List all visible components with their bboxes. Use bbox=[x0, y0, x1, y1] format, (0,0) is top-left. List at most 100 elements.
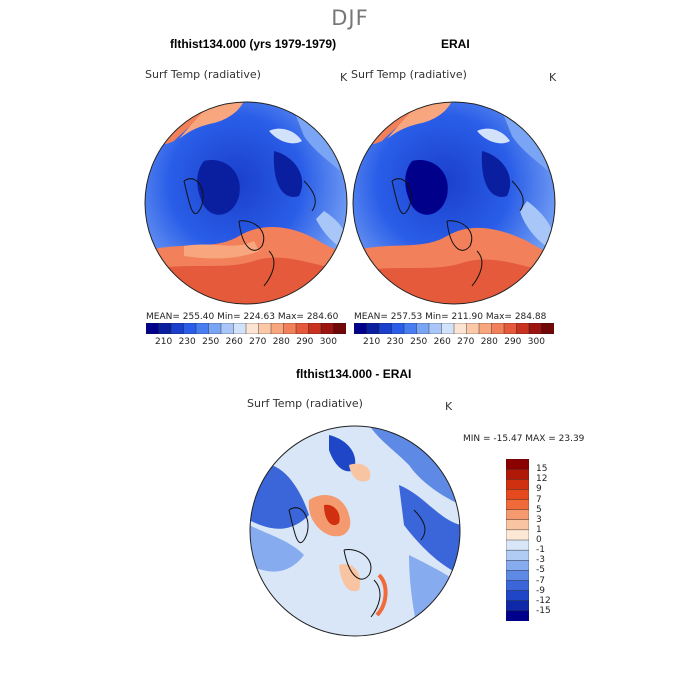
colorbar-swatch bbox=[506, 539, 529, 551]
colorbar-swatch bbox=[506, 549, 529, 561]
obs-stats: MEAN= 257.53 Min= 211.90 Max= 284.88 bbox=[354, 312, 547, 322]
colorbar-swatch bbox=[233, 323, 247, 334]
colorbar-swatch bbox=[506, 489, 529, 501]
colorbar-swatch bbox=[245, 323, 260, 334]
colorbar-swatch bbox=[491, 323, 505, 334]
obs-variable-label: Surf Temp (radiative) bbox=[351, 68, 467, 81]
colorbar-tick-label: 290 bbox=[504, 337, 522, 347]
colorbar-tick-label: 0 bbox=[536, 535, 542, 545]
colorbar-tick-label: 1 bbox=[536, 524, 542, 535]
colorbar-swatch bbox=[403, 323, 418, 334]
colorbar-tick-label: 230 bbox=[386, 337, 404, 347]
diff-variable-label: Surf Temp (radiative) bbox=[247, 397, 363, 410]
colorbar-tick-label: 300 bbox=[319, 337, 337, 347]
model-colorbar bbox=[146, 323, 346, 334]
colorbar-swatch bbox=[506, 459, 529, 470]
colorbar-swatch bbox=[506, 499, 529, 511]
colorbar-tick-label: -1 bbox=[536, 545, 545, 556]
colorbar-tick-label: -9 bbox=[536, 585, 545, 596]
diff-stats: MIN = -15.47 MAX = 23.39 bbox=[463, 434, 585, 444]
colorbar-swatch bbox=[308, 323, 322, 334]
colorbar-swatch bbox=[528, 323, 543, 334]
colorbar-swatch bbox=[195, 323, 210, 334]
colorbar-swatch bbox=[270, 323, 285, 334]
colorbar-swatch bbox=[428, 323, 443, 334]
colorbar-swatch bbox=[183, 323, 197, 334]
colorbar-swatch bbox=[506, 468, 529, 480]
colorbar-swatch bbox=[354, 323, 368, 334]
colorbar-swatch bbox=[478, 323, 493, 334]
colorbar-swatch bbox=[283, 323, 297, 334]
colorbar-tick-label: 290 bbox=[296, 337, 314, 347]
colorbar-tick-label: -7 bbox=[536, 575, 545, 586]
diff-colorbar-ticks: 15 12 9 7 5 3 1 0 -1 -3 -5 -7 -9 -12 -15 bbox=[536, 459, 576, 621]
obs-colorbar-ticks: 210 230 250 260 270 280 290 300 bbox=[354, 337, 554, 349]
colorbar-swatch bbox=[506, 600, 529, 612]
colorbar-tick-label: -12 bbox=[536, 595, 551, 606]
colorbar-swatch bbox=[295, 323, 310, 334]
colorbar-tick-label: 270 bbox=[457, 337, 475, 347]
colorbar-swatch bbox=[146, 323, 160, 334]
model-variable-label: Surf Temp (radiative) bbox=[145, 68, 261, 81]
diff-polar-map bbox=[249, 425, 461, 637]
colorbar-swatch bbox=[506, 610, 529, 621]
colorbar-swatch bbox=[506, 509, 529, 521]
colorbar-swatch bbox=[541, 323, 554, 334]
colorbar-tick-label: -3 bbox=[536, 555, 545, 566]
colorbar-swatch bbox=[158, 323, 172, 334]
colorbar-tick-label: 260 bbox=[225, 337, 243, 347]
colorbar-tick-label: 270 bbox=[249, 337, 267, 347]
colorbar-swatch bbox=[506, 529, 529, 541]
colorbar-tick-label: -5 bbox=[536, 565, 545, 576]
colorbar-swatch bbox=[506, 519, 529, 531]
diff-colorbar bbox=[506, 459, 529, 621]
colorbar-tick-label: 15 bbox=[536, 464, 548, 475]
colorbar-swatch bbox=[391, 323, 405, 334]
colorbar-swatch bbox=[208, 323, 222, 334]
colorbar-swatch bbox=[503, 323, 518, 334]
colorbar-tick-label: 210 bbox=[155, 337, 173, 347]
colorbar-swatch bbox=[466, 323, 480, 334]
colorbar-tick-label: 12 bbox=[536, 474, 548, 485]
colorbar-swatch bbox=[506, 580, 529, 592]
obs-polar-map bbox=[352, 101, 556, 305]
season-title: DJF bbox=[331, 6, 369, 30]
colorbar-tick-label: 7 bbox=[536, 494, 542, 505]
colorbar-swatch bbox=[506, 590, 529, 602]
colorbar-tick-label: 9 bbox=[536, 484, 542, 495]
colorbar-tick-label: 250 bbox=[410, 337, 428, 347]
colorbar-swatch bbox=[453, 323, 468, 334]
colorbar-swatch bbox=[506, 560, 529, 571]
colorbar-tick-label: 250 bbox=[202, 337, 220, 347]
colorbar-tick-label: 5 bbox=[536, 504, 542, 515]
colorbar-swatch bbox=[516, 323, 530, 334]
obs-colorbar bbox=[354, 323, 554, 334]
colorbar-tick-label: 280 bbox=[480, 337, 498, 347]
colorbar-swatch bbox=[506, 570, 529, 582]
colorbar-tick-label: -15 bbox=[536, 605, 551, 616]
colorbar-swatch bbox=[441, 323, 455, 334]
model-panel-title: flthist134.000 (yrs 1979-1979) bbox=[170, 37, 337, 51]
model-units-label: K bbox=[340, 71, 348, 84]
colorbar-tick-label: 300 bbox=[527, 337, 545, 347]
colorbar-swatch bbox=[506, 479, 529, 490]
obs-units-label: K bbox=[549, 71, 557, 84]
model-stats: MEAN= 255.40 Min= 224.63 Max= 284.60 bbox=[146, 312, 339, 322]
colorbar-swatch bbox=[170, 323, 185, 334]
colorbar-swatch bbox=[258, 323, 272, 334]
diff-units-label: K bbox=[445, 400, 453, 413]
obs-panel-title: ERAI bbox=[441, 37, 470, 51]
diff-panel-title: flthist134.000 - ERAI bbox=[296, 367, 412, 381]
colorbar-tick-label: 260 bbox=[433, 337, 451, 347]
colorbar-tick-label: 210 bbox=[363, 337, 381, 347]
colorbar-swatch bbox=[320, 323, 335, 334]
model-colorbar-ticks: 210 230 250 260 270 280 290 300 bbox=[146, 337, 346, 349]
colorbar-swatch bbox=[220, 323, 235, 334]
colorbar-tick-label: 230 bbox=[178, 337, 196, 347]
colorbar-swatch bbox=[416, 323, 430, 334]
colorbar-swatch bbox=[366, 323, 380, 334]
colorbar-swatch bbox=[333, 323, 346, 334]
colorbar-tick-label: 3 bbox=[536, 514, 542, 525]
colorbar-swatch bbox=[378, 323, 393, 334]
model-polar-map bbox=[144, 101, 348, 305]
